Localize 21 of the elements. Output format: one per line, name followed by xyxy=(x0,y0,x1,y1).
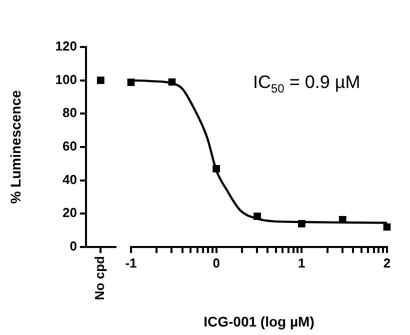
annotation: IC$_{50}$ = 0.9 µM xyxy=(253,72,360,96)
y-tick-label: 40 xyxy=(62,172,77,187)
point xyxy=(254,212,261,220)
point xyxy=(168,78,176,86)
y-axis-title: % Luminescence xyxy=(7,90,24,204)
x-tick-label: 2 xyxy=(383,255,391,270)
point xyxy=(127,78,135,86)
y-tick-label: 80 xyxy=(62,105,77,120)
y-tick-label: 100 xyxy=(55,72,77,87)
point xyxy=(383,223,391,231)
y-tick-label: 20 xyxy=(62,205,77,220)
y-tick-label: 120 xyxy=(55,38,77,54)
y-tick-label: 60 xyxy=(62,138,77,154)
x-tick-label: No cpd xyxy=(92,256,108,300)
y-tick-label: 0 xyxy=(70,238,77,254)
point xyxy=(298,220,306,228)
point xyxy=(212,164,220,172)
x-tick-label: -1 xyxy=(125,255,137,270)
x-axis-title: ICG-001 (log µM) xyxy=(204,313,314,330)
x-tick-label: 1 xyxy=(298,255,306,270)
x-tick-label: 0 xyxy=(212,255,220,270)
